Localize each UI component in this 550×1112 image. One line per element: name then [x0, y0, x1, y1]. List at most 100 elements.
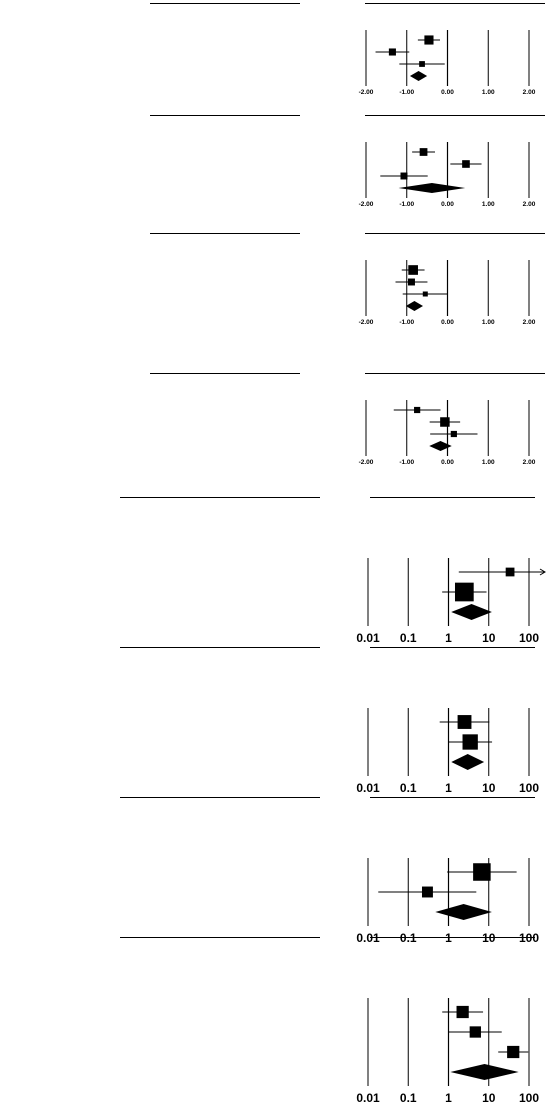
tick-label: 0.1	[400, 781, 417, 795]
panel-g: 0.01 0.1 1 10 100	[0, 790, 550, 945]
tick-label: 0.00	[441, 319, 454, 326]
study-effect-box	[505, 567, 515, 577]
tick-label: -1.00	[399, 459, 414, 466]
tick-label: 1	[445, 631, 452, 645]
study-effect-box	[507, 1045, 520, 1059]
statistics-title	[150, 2, 300, 4]
panel-e: 0.01 0.1 1 10 100	[0, 490, 550, 645]
study-effect-box	[422, 291, 428, 297]
study-effect-box	[400, 172, 408, 180]
tick-label: -2.00	[359, 89, 374, 96]
forest-plot: 0.01 0.1 1 10 100	[356, 558, 546, 645]
summary-diamond	[429, 441, 452, 451]
forest-plot: 0.01 0.1 1 10 100	[356, 708, 539, 795]
summary-diamond	[451, 604, 492, 620]
tick-label: -1.00	[399, 319, 414, 326]
tick-label: 0.00	[441, 201, 454, 208]
tick-label: -2.00	[359, 201, 374, 208]
panel-d: -2.00 -1.00 0.00 1.00 2.00	[0, 370, 550, 488]
study-effect-box	[457, 715, 472, 729]
panel-f: 0.01 0.1 1 10 100	[0, 640, 550, 795]
tick-label: 1.00	[482, 459, 495, 466]
statistics-title	[120, 496, 320, 498]
study-effect-box	[408, 265, 418, 275]
tick-label: 10	[482, 931, 496, 945]
plot-title	[365, 232, 545, 234]
tick-label: 0.00	[441, 89, 454, 96]
study-effect-box	[419, 148, 428, 156]
forest-plot: -2.00 -1.00 0.00 1.00 2.00	[359, 142, 536, 208]
tick-label: 1	[445, 1091, 452, 1105]
study-effect-box	[473, 863, 491, 881]
summary-diamond	[450, 1064, 519, 1080]
tick-label: 0.00	[441, 459, 454, 466]
plot-title	[370, 796, 535, 798]
plot-title	[370, 496, 535, 498]
study-effect-box	[424, 35, 434, 45]
plot-title	[365, 372, 545, 374]
panel-b: -2.00 -1.00 0.00 1.00 2.00	[0, 112, 550, 228]
tick-label: 100	[519, 1091, 539, 1105]
study-effect-box	[408, 278, 415, 286]
tick-label: 1.00	[482, 201, 495, 208]
statistics-title	[150, 114, 300, 116]
summary-diamond	[409, 71, 428, 81]
forest-plot: -2.00 -1.00 0.00 1.00 2.00	[359, 30, 536, 96]
tick-label: 2.00	[523, 319, 536, 326]
summary-diamond	[451, 754, 485, 770]
forest-plot: 0.01 0.1 1 10 100	[356, 998, 539, 1105]
study-effect-box	[454, 582, 474, 602]
statistics-title	[120, 936, 320, 938]
study-effect-box	[388, 48, 396, 56]
tick-label: 1.00	[482, 89, 495, 96]
tick-label: 0.1	[400, 1091, 417, 1105]
forest-plot: -2.00 -1.00 0.00 1.00 2.00	[359, 400, 536, 466]
plot-title	[365, 114, 545, 116]
tick-label: 10	[482, 1091, 496, 1105]
tick-label: 2.00	[523, 89, 536, 96]
study-effect-box	[462, 734, 478, 750]
tick-label: 1.00	[482, 319, 495, 326]
tick-label: 0.1	[400, 631, 417, 645]
tick-label: 2.00	[523, 459, 536, 466]
statistics-title	[120, 796, 320, 798]
plot-title	[370, 646, 535, 648]
tick-label: 0.01	[356, 631, 380, 645]
tick-label: 1	[445, 781, 452, 795]
tick-label: 10	[482, 781, 496, 795]
tick-label: -2.00	[359, 319, 374, 326]
tick-label: 100	[519, 931, 539, 945]
summary-diamond	[405, 301, 424, 311]
tick-label: 10	[482, 631, 496, 645]
tick-label: -1.00	[399, 201, 414, 208]
tick-label: 0.01	[356, 931, 380, 945]
study-effect-box	[462, 160, 470, 168]
study-effect-box	[450, 430, 457, 438]
tick-label: 100	[519, 781, 539, 795]
panel-c: -2.00 -1.00 0.00 1.00 2.00	[0, 230, 550, 368]
study-effect-box	[456, 1005, 469, 1019]
tick-label: 0.01	[356, 781, 380, 795]
tick-label: -1.00	[399, 89, 414, 96]
study-effect-box	[419, 61, 425, 67]
plot-title	[365, 2, 545, 4]
study-effect-box	[421, 886, 433, 898]
tick-label: 1	[445, 931, 452, 945]
interval-arrow	[539, 568, 546, 576]
study-effect-box	[414, 406, 421, 414]
plot-title	[370, 936, 535, 938]
study-effect-box	[469, 1026, 481, 1038]
summary-diamond	[398, 183, 466, 193]
tick-label: 100	[519, 631, 539, 645]
statistics-title	[150, 372, 300, 374]
tick-label: 0.01	[356, 1091, 380, 1105]
panel-a: -2.00 -1.00 0.00 1.00 2.00	[0, 0, 550, 110]
study-effect-box	[440, 417, 450, 427]
summary-diamond	[435, 904, 492, 920]
forest-plot: -2.00 -1.00 0.00 1.00 2.00	[359, 260, 536, 326]
panel-h: 0.01 0.1 1 10 100	[0, 930, 550, 1105]
tick-label: -2.00	[359, 459, 374, 466]
statistics-title	[120, 646, 320, 648]
statistics-title	[150, 232, 300, 234]
tick-label: 0.1	[400, 931, 417, 945]
